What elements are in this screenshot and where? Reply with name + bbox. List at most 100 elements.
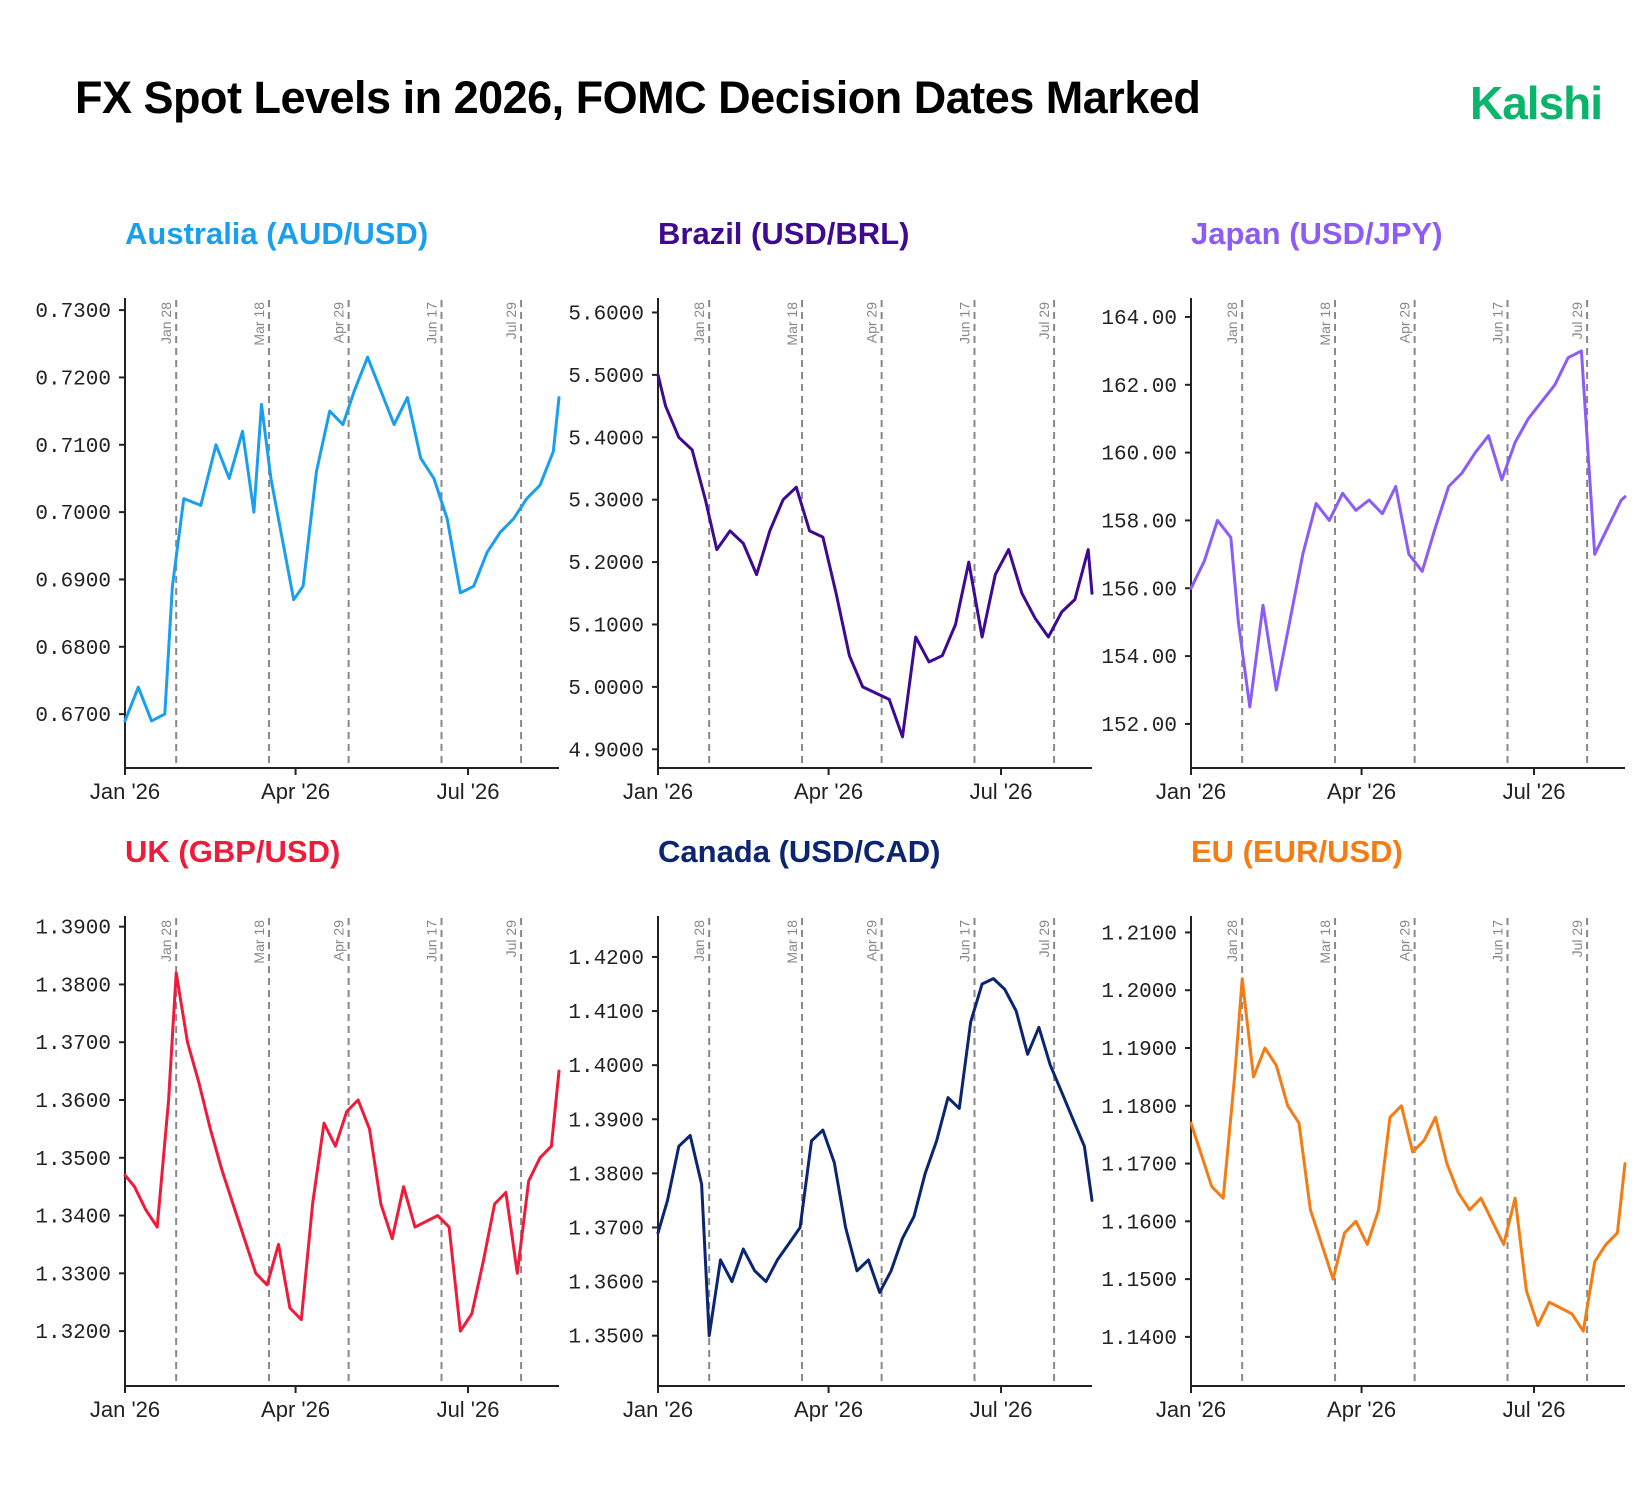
y-tick-label: 1.2100 bbox=[1101, 923, 1177, 946]
y-tick-label: 1.3600 bbox=[35, 1091, 111, 1114]
fomc-label: Jan 28 bbox=[1224, 302, 1240, 344]
chart-panel: EU (EUR/USD) Jan 28 Mar 18 Apr 29 Jun 17 Jul … bbox=[1101, 834, 1627, 1422]
x-tick-label: Jul '26 bbox=[1503, 1397, 1566, 1422]
fomc-label: Apr 29 bbox=[864, 920, 880, 961]
fomc-label: Apr 29 bbox=[1397, 302, 1413, 343]
y-tick-label: 0.7200 bbox=[35, 368, 111, 391]
y-tick-label: 1.3900 bbox=[568, 1110, 644, 1133]
fomc-label: Jul 29 bbox=[503, 302, 519, 340]
fomc-label: Jul 29 bbox=[1569, 302, 1585, 340]
y-tick-label: 0.7300 bbox=[35, 301, 111, 324]
fomc-label: Jan 28 bbox=[691, 920, 707, 962]
fomc-label: Mar 18 bbox=[784, 920, 800, 964]
x-tick-label: Jul '26 bbox=[437, 779, 500, 804]
y-tick-label: 5.1000 bbox=[568, 615, 644, 638]
y-tick-label: 1.3800 bbox=[35, 975, 111, 998]
x-tick-label: Apr '26 bbox=[261, 779, 330, 804]
chart-panel: Canada (USD/CAD) Jan 28 Mar 18 Apr 29 Jun 17… bbox=[568, 834, 1094, 1422]
y-tick-label: 5.3000 bbox=[568, 491, 644, 514]
series-line bbox=[1189, 349, 1627, 709]
y-tick-label: 1.1500 bbox=[1101, 1270, 1177, 1293]
y-tick-label: 1.1700 bbox=[1101, 1155, 1177, 1178]
x-tick-label: Apr '26 bbox=[1327, 779, 1396, 804]
x-tick-label: Apr '26 bbox=[794, 1397, 863, 1422]
fomc-label: Jun 17 bbox=[1489, 302, 1505, 344]
x-tick-label: Jan '26 bbox=[623, 779, 693, 804]
fomc-label: Jun 17 bbox=[423, 302, 439, 344]
y-tick-label: 1.1800 bbox=[1101, 1097, 1177, 1120]
y-tick-label: 4.9000 bbox=[568, 740, 644, 763]
x-tick-label: Jan '26 bbox=[90, 779, 160, 804]
x-tick-label: Apr '26 bbox=[794, 779, 863, 804]
fomc-label: Mar 18 bbox=[251, 302, 267, 346]
fomc-label: Jan 28 bbox=[1224, 920, 1240, 962]
fomc-label: Mar 18 bbox=[251, 920, 267, 964]
chart-title: Japan (USD/JPY) bbox=[1191, 216, 1443, 251]
brand-logo: Kalshi bbox=[1470, 77, 1603, 129]
y-tick-label: 160.00 bbox=[1101, 444, 1177, 467]
y-tick-label: 1.3300 bbox=[35, 1264, 111, 1287]
chart-panel: Japan (USD/JPY) Jan 28 Mar 18 Apr 29 Jun 17 J… bbox=[1101, 216, 1627, 804]
fomc-label: Jun 17 bbox=[956, 920, 972, 962]
series-line bbox=[656, 977, 1094, 1338]
chart-title: UK (GBP/USD) bbox=[125, 834, 340, 869]
y-tick-label: 1.3400 bbox=[35, 1207, 111, 1230]
fomc-label: Jul 29 bbox=[503, 920, 519, 958]
chart-panel: Brazil (USD/BRL) Jan 28 Mar 18 Apr 29 Jun 17… bbox=[568, 216, 1094, 804]
y-tick-label: 1.4000 bbox=[568, 1056, 644, 1079]
y-tick-label: 1.4200 bbox=[568, 948, 644, 971]
y-tick-label: 154.00 bbox=[1101, 647, 1177, 670]
series-line bbox=[123, 355, 561, 723]
fomc-label: Jun 17 bbox=[423, 920, 439, 962]
y-tick-label: 1.3200 bbox=[35, 1322, 111, 1345]
fomc-label: Jul 29 bbox=[1036, 302, 1052, 340]
y-tick-label: 5.2000 bbox=[568, 553, 644, 576]
fomc-label: Apr 29 bbox=[864, 302, 880, 343]
chart-title: EU (EUR/USD) bbox=[1191, 834, 1403, 869]
fomc-label: Jul 29 bbox=[1569, 920, 1585, 958]
y-tick-label: 5.5000 bbox=[568, 366, 644, 389]
y-tick-label: 1.2000 bbox=[1101, 981, 1177, 1004]
y-tick-label: 1.1400 bbox=[1101, 1328, 1177, 1351]
x-tick-label: Apr '26 bbox=[1327, 1397, 1396, 1422]
y-tick-label: 1.3800 bbox=[568, 1164, 644, 1187]
x-tick-label: Jul '26 bbox=[1503, 779, 1566, 804]
y-tick-label: 1.3500 bbox=[35, 1149, 111, 1172]
chart-title: Brazil (USD/BRL) bbox=[658, 216, 909, 251]
y-tick-label: 1.1900 bbox=[1101, 1039, 1177, 1062]
x-tick-label: Jul '26 bbox=[970, 1397, 1033, 1422]
fomc-label: Jan 28 bbox=[158, 302, 174, 344]
fomc-label: Jun 17 bbox=[1489, 920, 1505, 962]
y-tick-label: 1.3500 bbox=[568, 1327, 644, 1350]
x-tick-label: Jul '26 bbox=[437, 1397, 500, 1422]
fomc-label: Mar 18 bbox=[1317, 302, 1333, 346]
page-title: FX Spot Levels in 2026, FOMC Decision Da… bbox=[75, 72, 1201, 123]
y-tick-label: 164.00 bbox=[1101, 308, 1177, 331]
y-tick-label: 1.3900 bbox=[35, 918, 111, 941]
y-tick-label: 152.00 bbox=[1101, 715, 1177, 738]
y-tick-label: 0.7100 bbox=[35, 436, 111, 459]
x-tick-label: Jan '26 bbox=[623, 1397, 693, 1422]
y-tick-label: 1.3600 bbox=[568, 1273, 644, 1296]
y-tick-label: 1.4100 bbox=[568, 1002, 644, 1025]
chart-title: Canada (USD/CAD) bbox=[658, 834, 940, 869]
y-tick-label: 1.3700 bbox=[35, 1033, 111, 1056]
y-tick-label: 1.3700 bbox=[568, 1218, 644, 1241]
fomc-label: Jan 28 bbox=[158, 920, 174, 962]
fomc-label: Mar 18 bbox=[784, 302, 800, 346]
fomc-label: Apr 29 bbox=[331, 920, 347, 961]
fomc-label: Jun 17 bbox=[956, 302, 972, 344]
fomc-label: Jul 29 bbox=[1036, 920, 1052, 958]
fomc-label: Mar 18 bbox=[1317, 920, 1333, 964]
chart-panel: UK (GBP/USD) Jan 28 Mar 18 Apr 29 Jun 17 Jul … bbox=[35, 834, 561, 1422]
y-tick-label: 1.1600 bbox=[1101, 1212, 1177, 1235]
y-tick-label: 0.7000 bbox=[35, 503, 111, 526]
x-tick-label: Jan '26 bbox=[1156, 1397, 1226, 1422]
y-tick-label: 5.4000 bbox=[568, 428, 644, 451]
x-tick-label: Jul '26 bbox=[970, 779, 1033, 804]
y-tick-label: 0.6700 bbox=[35, 705, 111, 728]
fomc-label: Apr 29 bbox=[331, 302, 347, 343]
y-tick-label: 0.6900 bbox=[35, 570, 111, 593]
